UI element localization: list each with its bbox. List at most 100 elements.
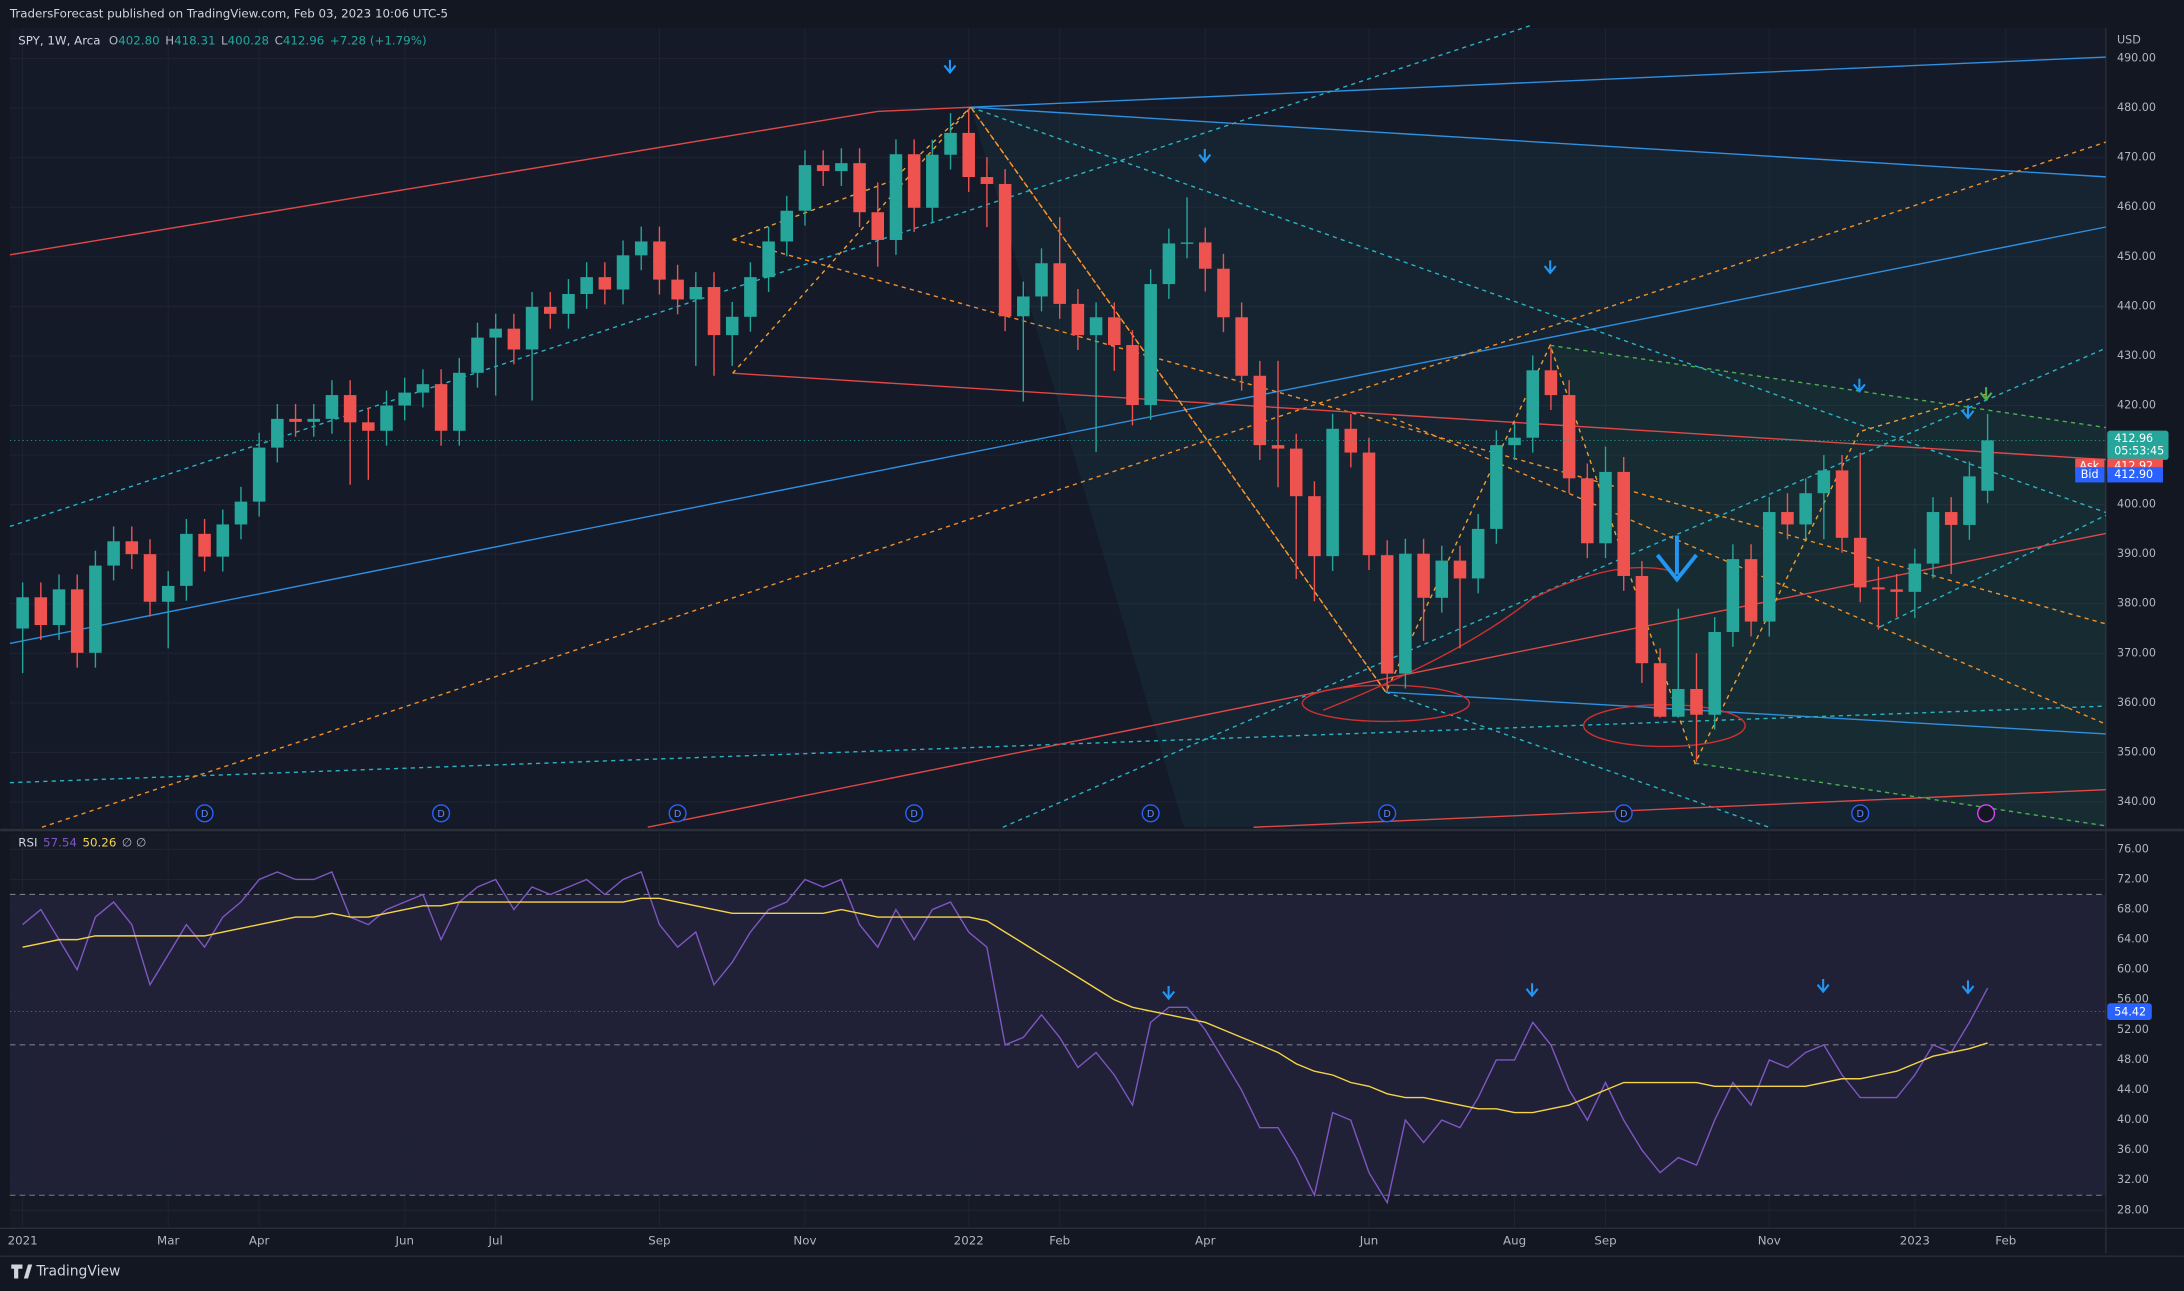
- candle-body: [1417, 553, 1430, 598]
- candle-body: [16, 597, 29, 629]
- candle-body: [1726, 559, 1740, 632]
- candle-body: [325, 395, 339, 419]
- dividend-marker: [195, 804, 214, 823]
- candle-body: [1344, 428, 1358, 453]
- down-arrow: [1162, 986, 1175, 1001]
- y-tick-label: 56.00: [2117, 993, 2149, 1006]
- event-icon: [1977, 804, 1996, 823]
- candle-body: [234, 501, 248, 525]
- x-tick-label: 2021: [8, 1233, 38, 1247]
- trend-line: [1879, 514, 2107, 628]
- trend-line: [970, 106, 2106, 178]
- y-tick-label: 390.00: [2117, 547, 2156, 560]
- y-tick-label: 48.00: [2117, 1053, 2149, 1066]
- candle-body: [453, 372, 466, 431]
- y-tick-label: 480.00: [2117, 101, 2156, 114]
- dividend-marker: [668, 804, 687, 823]
- footer-brand: TradingView: [35, 1264, 120, 1280]
- y-tick-label: 28.00: [2117, 1203, 2149, 1216]
- candle-body: [1963, 476, 1976, 525]
- down-arrow: [1961, 405, 1975, 420]
- candle-body: [1435, 560, 1449, 598]
- candle-body: [507, 328, 521, 350]
- dividend-marker: [1614, 804, 1633, 823]
- drawing-fill: [970, 107, 2106, 828]
- candle-body: [1653, 663, 1667, 717]
- down-arrow: [943, 59, 957, 75]
- down-arrow: [1816, 979, 1830, 994]
- footer-logo: [11, 1264, 33, 1279]
- legend-key: O: [109, 33, 118, 47]
- highlight-ellipse: [1301, 684, 1471, 723]
- legend-symbol: SPY, 1W, Arca: [18, 33, 100, 47]
- x-tick-label: Jun: [394, 1233, 413, 1247]
- candle-body: [1289, 448, 1303, 497]
- y-tick-label: 40.00: [2117, 1113, 2149, 1126]
- y-tick-label: 470.00: [2117, 151, 2156, 164]
- rsi-line: [22, 897, 1988, 1114]
- candle-body: [307, 418, 321, 422]
- y-tick-label: 52.00: [2117, 1023, 2149, 1036]
- candle-body: [1817, 470, 1831, 494]
- bid-tag: [2107, 467, 2163, 483]
- candle-body: [1217, 268, 1230, 318]
- candle-body: [525, 306, 539, 350]
- candle-body: [1672, 688, 1685, 717]
- x-tick-label: Feb: [1049, 1233, 1070, 1247]
- candle-body: [1453, 560, 1467, 579]
- legend-value: 400.28: [228, 33, 269, 47]
- candle-body: [1599, 471, 1612, 544]
- y-tick-label: 60.00: [2117, 963, 2149, 976]
- y-tick-label: 440.00: [2117, 299, 2156, 312]
- candle-body: [1890, 589, 1903, 592]
- candle-body: [1471, 528, 1485, 579]
- dividend-label: D: [201, 809, 209, 820]
- candle-body: [1744, 559, 1758, 622]
- candle-body: [653, 241, 666, 280]
- bid-label: 412.90: [2114, 468, 2153, 481]
- x-tick-label: Nov: [1758, 1233, 1781, 1247]
- candle-body: [907, 154, 921, 208]
- legend-value: 418.31: [174, 33, 215, 47]
- x-tick-label: Nov: [793, 1233, 816, 1247]
- y-tick-label: 490.00: [2117, 52, 2156, 65]
- price-pane: [9, 27, 2106, 828]
- candle-body: [1089, 317, 1103, 336]
- down-arrow: [1979, 387, 1993, 402]
- candle-body: [1944, 512, 1958, 525]
- candle-body: [1562, 395, 1576, 479]
- candle-body: [1490, 445, 1503, 529]
- candle-body: [398, 392, 411, 406]
- candle-body: [70, 589, 84, 653]
- dividend-label: D: [437, 809, 445, 820]
- x-tick-label: Apr: [249, 1233, 270, 1247]
- candle-body: [180, 533, 193, 586]
- price-legend: SPY, 1W, Arca O402.80 H418.31 L400.28 C412.9…: [18, 33, 426, 47]
- candle-body: [1126, 345, 1139, 405]
- y-tick-label: 450.00: [2117, 250, 2156, 263]
- dividend-marker: [1378, 804, 1397, 823]
- dividend-label: D: [1147, 809, 1155, 820]
- x-tick-label: Apr: [1195, 1233, 1216, 1247]
- candle-body: [744, 277, 757, 317]
- last-price-tag: [2107, 430, 2169, 460]
- candle-body: [252, 447, 266, 502]
- trend-line: [9, 226, 2106, 645]
- candle-body: [216, 524, 230, 557]
- currency: USD: [2117, 33, 2141, 46]
- candle-body: [780, 210, 794, 242]
- candle-body: [798, 165, 812, 211]
- candle-body: [1108, 317, 1121, 346]
- dividend-label: D: [674, 809, 682, 820]
- candle-body: [816, 165, 830, 172]
- dividend-marker: [1851, 804, 1870, 823]
- candle-body: [1508, 437, 1521, 446]
- publisher: TradersForecast published on TradingView…: [9, 6, 448, 20]
- dividend-label: D: [910, 809, 918, 820]
- x-tick-label: Mar: [157, 1233, 179, 1247]
- rsi-marker-tag: [2107, 1003, 2152, 1020]
- candle-body: [1380, 555, 1394, 674]
- candle-body: [944, 132, 957, 155]
